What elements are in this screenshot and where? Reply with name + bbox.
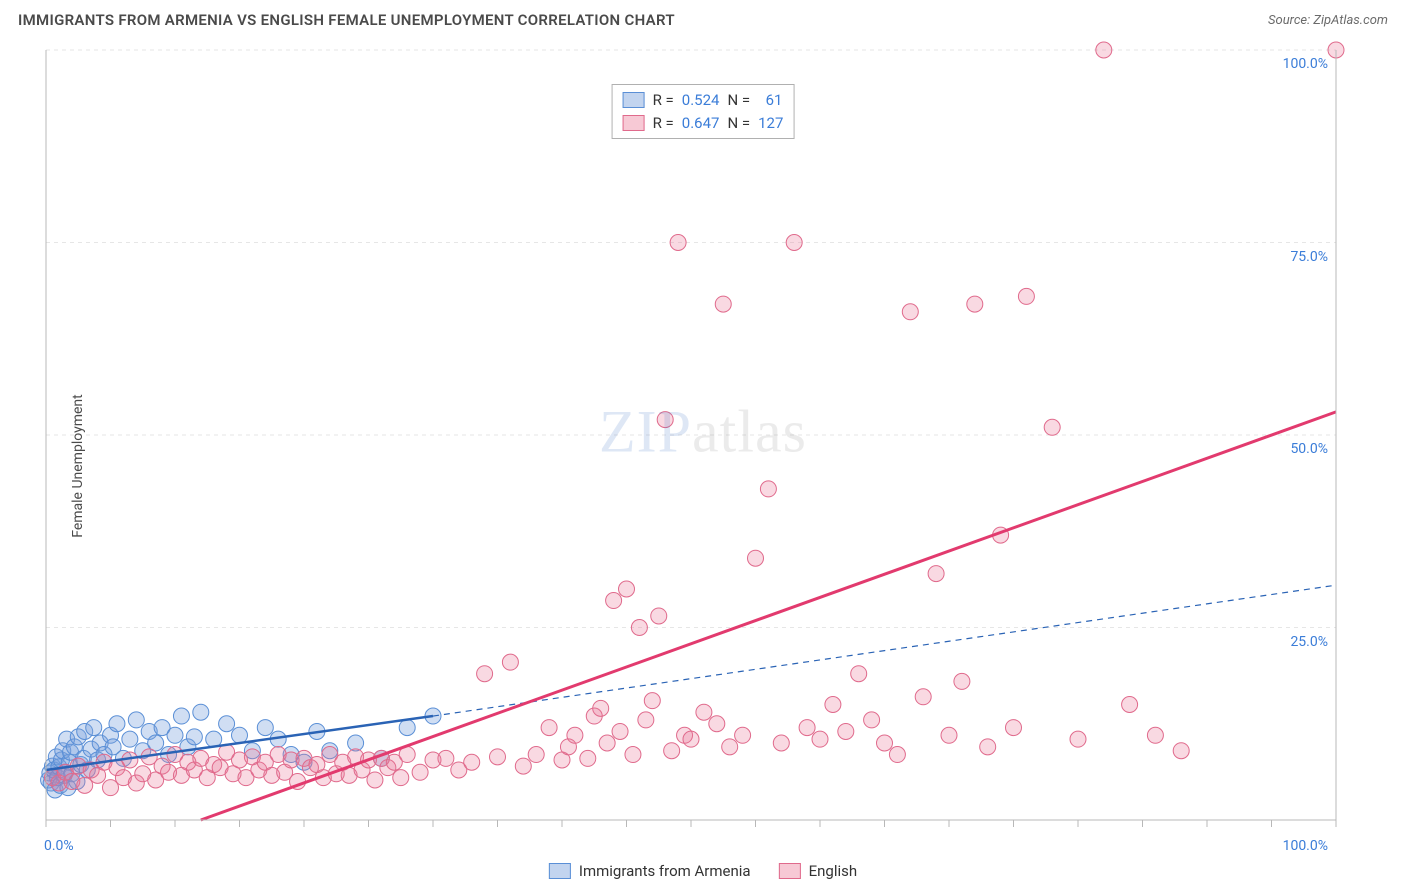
series-legend: Immigrants from Armenia English [549,862,857,880]
n-value: 61 [758,89,782,112]
y-tick-label: 50.0% [1290,441,1328,457]
legend-swatch-blue [623,92,645,108]
legend-swatch-pink [779,863,801,879]
r-value: 0.524 [682,89,720,112]
scatter-chart-svg [0,40,1406,892]
y-tick-label: 75.0% [1290,249,1328,265]
x-tick-label-max: 100.0% [1283,838,1328,854]
chart-area: Female Unemployment ZIPatlas R = 0.524 N… [0,40,1406,892]
correlation-legend-row: R = 0.524 N = 61 [623,89,784,112]
r-label: R = [653,112,674,135]
correlation-legend: R = 0.524 N = 61 R = 0.647 N = 127 [612,84,795,139]
n-label: N = [727,112,750,135]
y-tick-label: 100.0% [1283,56,1328,72]
series-legend-item: English [779,862,858,880]
y-axis-label: Female Unemployment [70,394,86,538]
chart-header: IMMIGRANTS FROM ARMENIA VS ENGLISH FEMAL… [0,0,1406,40]
legend-swatch-blue [549,863,571,879]
source-attribution: Source: ZipAtlas.com [1268,13,1388,28]
correlation-legend-row: R = 0.647 N = 127 [623,112,784,135]
r-label: R = [653,89,674,112]
n-label: N = [727,89,750,112]
legend-swatch-pink [623,115,645,131]
series-legend-label: English [809,862,858,880]
n-value: 127 [758,112,783,135]
y-tick-label: 25.0% [1290,634,1328,650]
x-tick-label-min: 0.0% [44,838,74,854]
chart-title: IMMIGRANTS FROM ARMENIA VS ENGLISH FEMAL… [18,11,675,29]
series-legend-item: Immigrants from Armenia [549,862,751,880]
series-legend-label: Immigrants from Armenia [579,862,751,880]
r-value: 0.647 [682,112,720,135]
